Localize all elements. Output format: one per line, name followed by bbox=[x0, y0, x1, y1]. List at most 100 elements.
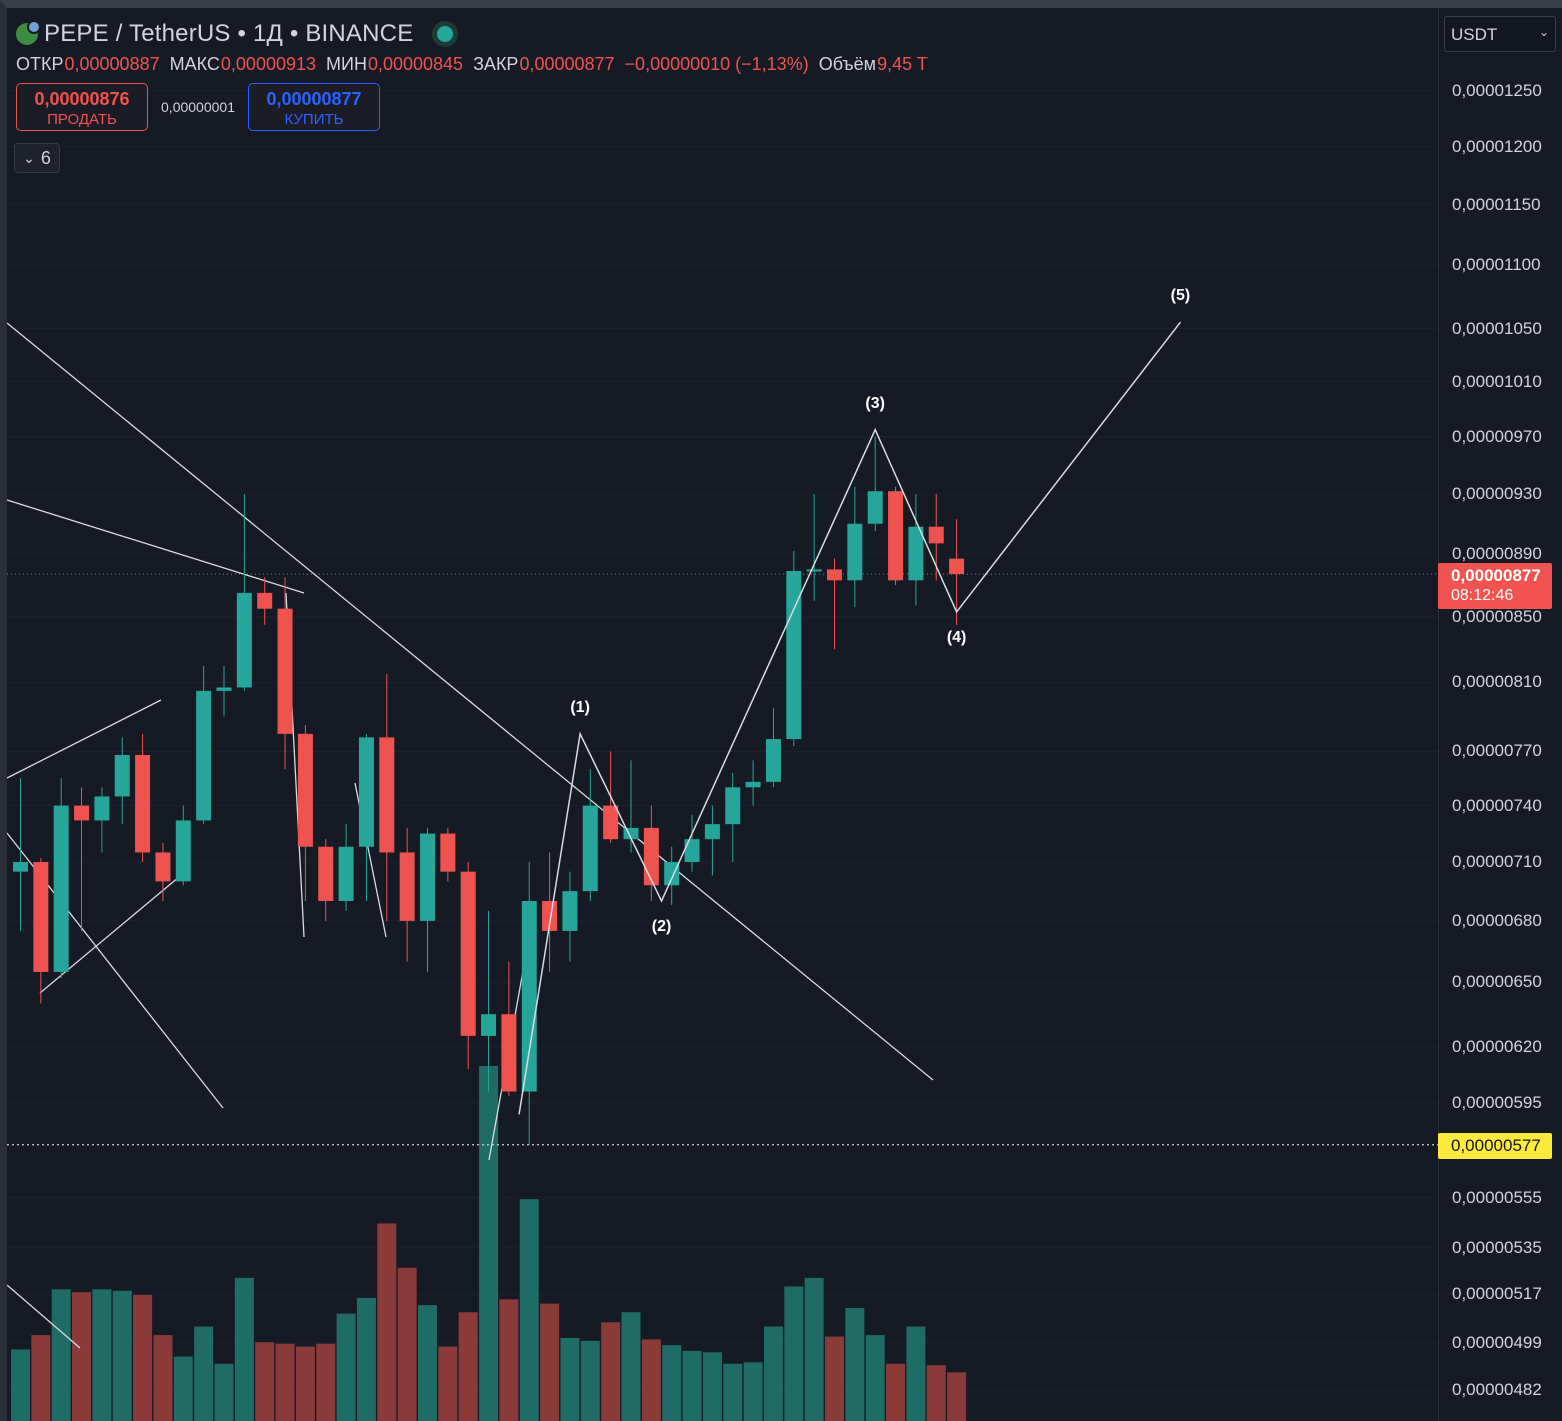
candle-body[interactable] bbox=[74, 805, 90, 821]
candle-body[interactable] bbox=[216, 687, 232, 691]
wave-label[interactable]: (5) bbox=[1170, 287, 1191, 305]
market-status-icon[interactable] bbox=[437, 26, 454, 42]
candle-body[interactable] bbox=[725, 787, 741, 825]
volume-bar bbox=[662, 1345, 682, 1421]
candle-body[interactable] bbox=[399, 852, 415, 921]
spread-value: 0,00000001 bbox=[161, 99, 235, 115]
candle-body[interactable] bbox=[379, 737, 395, 853]
candle-body[interactable] bbox=[582, 805, 598, 892]
price-axis-label: 0,00000740 bbox=[1452, 795, 1542, 815]
candle-body[interactable] bbox=[704, 824, 720, 840]
channel-lower-line[interactable] bbox=[39, 871, 186, 994]
volume-value: 9,45 T bbox=[877, 54, 928, 74]
volume-bar bbox=[580, 1340, 600, 1421]
candle-body[interactable] bbox=[420, 833, 435, 921]
candle-body[interactable] bbox=[847, 523, 863, 581]
sell-button[interactable]: 0,00000876 ПРОДАТЬ bbox=[16, 83, 148, 131]
candle-body[interactable] bbox=[33, 862, 49, 972]
candle-body[interactable] bbox=[827, 569, 842, 581]
candle-body[interactable] bbox=[460, 871, 476, 1036]
volume-bar bbox=[438, 1346, 458, 1421]
candle-body[interactable] bbox=[542, 900, 558, 931]
candle-body[interactable] bbox=[236, 592, 252, 688]
candle-body[interactable] bbox=[562, 891, 578, 931]
candle-body[interactable] bbox=[318, 846, 334, 901]
candle-body[interactable] bbox=[786, 570, 802, 740]
candle-body[interactable] bbox=[196, 690, 212, 821]
low-value: 0,00000845 bbox=[367, 54, 464, 74]
wave-label[interactable]: (4) bbox=[946, 628, 967, 646]
candle-body[interactable] bbox=[257, 592, 273, 609]
candle-body[interactable] bbox=[867, 491, 883, 524]
price-axis-label: 0,00000535 bbox=[1452, 1237, 1542, 1257]
volume-trend-line[interactable] bbox=[6, 1284, 81, 1349]
price-chart-plot[interactable] bbox=[0, 0, 1438, 1421]
candle-body[interactable] bbox=[175, 820, 191, 882]
high-label: МАКС bbox=[169, 54, 220, 74]
price-axis-label: 0,00000482 bbox=[1452, 1380, 1542, 1399]
candle-body[interactable] bbox=[53, 805, 69, 972]
candle-body[interactable] bbox=[277, 608, 293, 734]
candle-body[interactable] bbox=[806, 569, 822, 572]
downtrend-line-long[interactable] bbox=[6, 322, 934, 1081]
candle-body[interactable] bbox=[155, 852, 171, 882]
volume-bar bbox=[784, 1286, 804, 1421]
candle-body[interactable] bbox=[114, 754, 130, 797]
candle-body[interactable] bbox=[358, 737, 374, 847]
chevron-down-icon: ⌄ bbox=[1538, 25, 1549, 39]
candle-body[interactable] bbox=[338, 846, 354, 901]
candle-body[interactable] bbox=[501, 1014, 517, 1092]
candle-body[interactable] bbox=[765, 739, 781, 782]
wave-label[interactable]: (1) bbox=[570, 698, 590, 716]
candle-body[interactable] bbox=[623, 827, 639, 840]
last-price-value: 0,00000877 bbox=[1451, 566, 1541, 585]
candle-body[interactable] bbox=[928, 526, 944, 544]
resistance-line[interactable] bbox=[6, 499, 305, 594]
price-axis-label: 0,00000620 bbox=[1452, 1036, 1542, 1056]
candle-countdown: 08:12:46 bbox=[1451, 587, 1514, 604]
candle-body[interactable] bbox=[135, 754, 151, 853]
candle-body[interactable] bbox=[603, 805, 619, 840]
price-axis-label: 0,00001100 bbox=[1452, 255, 1541, 275]
pepe-coin-icon bbox=[16, 20, 41, 45]
volume-label: Объём bbox=[818, 54, 877, 74]
volume-bar bbox=[214, 1363, 234, 1421]
change-value: −0,00000010 (−1,13%) bbox=[624, 54, 809, 74]
alert-price-tag[interactable]: 0,00000577 bbox=[1438, 1133, 1552, 1159]
buy-button[interactable]: 0,00000877 КУПИТЬ bbox=[248, 83, 380, 131]
candle-body[interactable] bbox=[949, 558, 965, 575]
sell-label: ПРОДАТЬ bbox=[47, 111, 117, 128]
symbol-title[interactable]: PEPE / TetherUS • 1Д • BINANCE bbox=[44, 20, 414, 47]
volume-bar bbox=[702, 1352, 722, 1421]
close-label: ЗАКР bbox=[473, 54, 519, 74]
candle-body[interactable] bbox=[521, 900, 537, 1092]
candle-body[interactable] bbox=[888, 491, 904, 581]
price-axis-label: 0,00001150 bbox=[1452, 194, 1541, 214]
volume-bar bbox=[743, 1362, 763, 1421]
candle-body[interactable] bbox=[297, 733, 313, 847]
candle-body[interactable] bbox=[440, 833, 456, 872]
volume-bar bbox=[275, 1343, 295, 1421]
indicators-collapse-button[interactable]: ⌄ 6 bbox=[14, 143, 60, 173]
price-axis-label: 0,00001050 bbox=[1452, 318, 1542, 338]
channel-upper-line[interactable] bbox=[6, 699, 162, 779]
candle-body[interactable] bbox=[664, 862, 680, 886]
price-axis-label: 0,00000555 bbox=[1452, 1187, 1542, 1207]
candle-body[interactable] bbox=[13, 862, 28, 872]
wave-label[interactable]: (2) bbox=[651, 917, 672, 935]
price-axis[interactable] bbox=[1438, 8, 1562, 1421]
candle-body[interactable] bbox=[684, 839, 700, 863]
price-axis-label: 0,00000970 bbox=[1452, 426, 1542, 446]
candle-body[interactable] bbox=[643, 827, 659, 886]
volume-bar bbox=[947, 1372, 967, 1421]
wave-label[interactable]: (3) bbox=[865, 394, 885, 412]
volume-bar bbox=[112, 1290, 132, 1421]
volume-bar bbox=[316, 1343, 336, 1421]
candle-body[interactable] bbox=[94, 796, 110, 821]
candle-body[interactable] bbox=[908, 526, 924, 581]
currency-select[interactable]: USDT ⌄ bbox=[1444, 16, 1556, 52]
candle-body[interactable] bbox=[481, 1014, 497, 1036]
elliott-wave-path[interactable] bbox=[518, 321, 1182, 1115]
candle-body[interactable] bbox=[745, 781, 761, 788]
price-axis-label: 0,00000710 bbox=[1452, 852, 1542, 872]
